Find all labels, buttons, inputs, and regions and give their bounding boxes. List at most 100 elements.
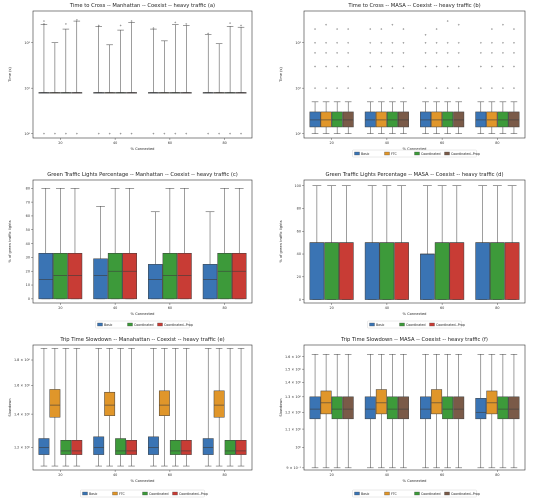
box-ftc-20 xyxy=(49,42,61,135)
legend-label: Basic xyxy=(89,492,98,496)
box-coordinated-prop-80 xyxy=(235,24,247,135)
x-axis-label: % Connected xyxy=(131,147,155,151)
outlier-point xyxy=(54,132,56,135)
outlier-point xyxy=(402,65,405,68)
box-coordinated-20 xyxy=(53,188,68,300)
box-iqr xyxy=(169,440,181,455)
box-iqr xyxy=(309,111,321,128)
outlier-point xyxy=(369,42,372,44)
legend-swatch xyxy=(97,322,103,327)
box-iqr xyxy=(486,390,498,415)
y-tick-label: 10² xyxy=(295,41,301,45)
outlier-point xyxy=(336,28,338,30)
legend-swatch xyxy=(444,491,450,496)
box-iqr xyxy=(475,398,487,420)
outlier-point xyxy=(480,65,482,68)
box-iqr xyxy=(364,111,376,128)
axes-frame xyxy=(303,179,526,304)
y-axis-label: Slowdown xyxy=(8,398,12,416)
box-basic-80 xyxy=(202,32,214,135)
y-tick-label: 40 xyxy=(26,242,30,246)
box-coordinated-prop-20 xyxy=(71,19,83,135)
outlier-point xyxy=(457,23,460,26)
x-tick-label: 20 xyxy=(329,473,333,477)
legend-swatch xyxy=(444,151,450,156)
legend-swatch xyxy=(429,322,435,327)
legend-label: Basic xyxy=(361,492,370,496)
box-basic-40 xyxy=(364,185,380,300)
box-basic-80 xyxy=(202,348,214,467)
outlier-point xyxy=(314,87,316,89)
legend: Basic FTC Coordinated Coordinated--Prop xyxy=(352,489,480,498)
x-tick-label: 20 xyxy=(329,306,333,310)
box-coordinated-prop-20 xyxy=(342,28,354,134)
x-tick-label: 20 xyxy=(58,473,62,477)
box-coordinated-80 xyxy=(224,348,236,467)
y-tick-label: 50 xyxy=(26,228,30,232)
y-axis-label: % of green traffic lights xyxy=(279,220,283,262)
outlier-point xyxy=(325,23,327,26)
outlier-point xyxy=(229,22,231,24)
legend: Basic Coordinated Coordinated--Prop xyxy=(95,320,193,329)
axes-frame xyxy=(303,10,526,139)
box-iqr xyxy=(386,111,398,128)
outlier-point xyxy=(152,132,155,135)
y-tick-label: 10⁰ xyxy=(295,446,301,450)
outlier-point xyxy=(380,87,383,89)
outlier-point xyxy=(457,52,460,54)
box-coordinated-80 xyxy=(490,185,505,300)
legend-frame xyxy=(95,320,190,329)
y-tick-label: 1.5 × 10⁰ xyxy=(285,367,302,371)
box-ftc-60 xyxy=(158,40,170,135)
outlier-point xyxy=(435,87,438,89)
box-iqr xyxy=(107,252,123,300)
outlier-point xyxy=(314,52,316,54)
box-iqr xyxy=(475,242,490,300)
chart-title: Trip Time Slowdown -- MASA -- Coexist --… xyxy=(340,337,488,343)
panel-d: Green Traffic Lights Percentage -- MASA … xyxy=(279,172,526,329)
outlier-point xyxy=(391,87,394,89)
legend-label: Basic xyxy=(376,323,385,327)
box-iqr xyxy=(497,111,509,128)
axes-frame xyxy=(303,344,526,471)
outlier-point xyxy=(513,65,515,68)
box-coordinated-60 xyxy=(442,20,454,134)
x-tick-label: 80 xyxy=(222,306,226,310)
outlier-point xyxy=(380,65,383,68)
box-basic-40 xyxy=(93,206,108,300)
box-basic-40 xyxy=(364,28,376,134)
box-ftc-80 xyxy=(213,348,225,467)
box-coordinated-40 xyxy=(115,348,127,467)
legend-swatch xyxy=(399,322,405,327)
box-ftc-80 xyxy=(486,28,498,134)
outlier-point xyxy=(185,23,188,25)
box-basic-80 xyxy=(202,211,218,300)
y-tick-label: 30 xyxy=(26,256,30,260)
outlier-point xyxy=(502,42,504,44)
outlier-point xyxy=(314,42,316,44)
outlier-point xyxy=(174,21,177,24)
outlier-point xyxy=(185,132,188,135)
panel-a: Time to Cross -- Manhattan -- Coexist --… xyxy=(8,3,253,151)
legend-swatch xyxy=(354,491,360,496)
y-tick-label: 100 xyxy=(295,184,301,188)
box-basic-40 xyxy=(93,348,105,467)
outlier-point xyxy=(513,87,515,89)
outlier-point xyxy=(43,23,45,25)
box-coordinated-80 xyxy=(497,23,509,134)
box-ftc-20 xyxy=(320,354,332,469)
legend-label: FTC xyxy=(119,492,126,496)
x-tick-label: 40 xyxy=(113,141,117,145)
y-tick-label: 1.3 × 10⁰ xyxy=(285,395,302,399)
box-iqr xyxy=(324,242,339,300)
box-iqr xyxy=(364,242,380,300)
box-basic-80 xyxy=(475,185,490,300)
panel-f: Trip Time Slowdown -- MASA -- Coexist --… xyxy=(279,337,526,498)
outlier-point xyxy=(65,132,67,135)
box-coordinated-prop-40 xyxy=(394,185,409,300)
x-axis-label: % Connected xyxy=(403,147,427,151)
legend: Basic Coordinated Coordinated--Prop xyxy=(367,320,465,329)
box-iqr xyxy=(420,396,432,420)
box-iqr xyxy=(122,252,137,300)
outlier-point xyxy=(119,132,122,135)
